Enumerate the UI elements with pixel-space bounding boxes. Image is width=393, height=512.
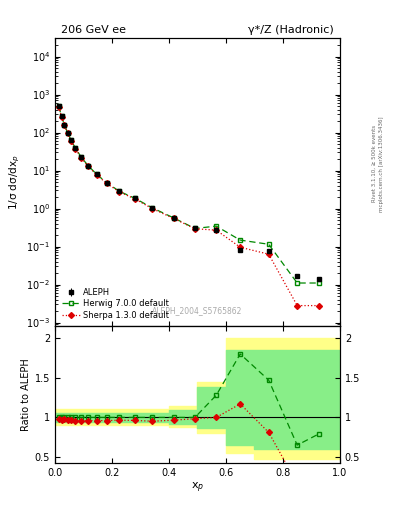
X-axis label: x$_p$: x$_p$ bbox=[191, 481, 204, 496]
Herwig 7.0.0 default bbox=[73, 144, 77, 151]
Herwig 7.0.0 default bbox=[104, 180, 109, 186]
Sherpa 1.3.0 default bbox=[94, 172, 99, 178]
Sherpa 1.3.0 default bbox=[193, 226, 197, 232]
Herwig 7.0.0 default bbox=[238, 237, 242, 243]
Sherpa 1.3.0 default bbox=[133, 196, 138, 202]
Herwig 7.0.0 default bbox=[86, 162, 90, 168]
Herwig 7.0.0 default bbox=[316, 280, 321, 286]
Herwig 7.0.0 default bbox=[62, 122, 67, 128]
Text: Rivet 3.1.10, ≥ 500k events: Rivet 3.1.10, ≥ 500k events bbox=[372, 125, 376, 202]
Herwig 7.0.0 default bbox=[266, 241, 271, 247]
Text: mcplots.cern.ch [arXiv:1306.3436]: mcplots.cern.ch [arXiv:1306.3436] bbox=[380, 116, 384, 211]
Line: Herwig 7.0.0 default: Herwig 7.0.0 default bbox=[56, 104, 321, 286]
Sherpa 1.3.0 default bbox=[69, 138, 73, 144]
Sherpa 1.3.0 default bbox=[214, 227, 219, 233]
Y-axis label: 1/σ dσ/dx$_p$: 1/σ dσ/dx$_p$ bbox=[7, 155, 22, 210]
Herwig 7.0.0 default bbox=[214, 223, 219, 229]
Sherpa 1.3.0 default bbox=[56, 103, 61, 110]
Sherpa 1.3.0 default bbox=[238, 244, 242, 250]
Sherpa 1.3.0 default bbox=[104, 180, 109, 186]
Herwig 7.0.0 default bbox=[65, 130, 70, 136]
Sherpa 1.3.0 default bbox=[62, 122, 67, 128]
Herwig 7.0.0 default bbox=[295, 280, 299, 286]
Herwig 7.0.0 default bbox=[69, 137, 73, 143]
Text: ALEPH_2004_S5765862: ALEPH_2004_S5765862 bbox=[152, 306, 242, 315]
Sherpa 1.3.0 default bbox=[59, 114, 64, 120]
Herwig 7.0.0 default bbox=[94, 171, 99, 177]
Herwig 7.0.0 default bbox=[117, 188, 122, 195]
Herwig 7.0.0 default bbox=[59, 113, 64, 119]
Sherpa 1.3.0 default bbox=[171, 216, 176, 222]
Line: Sherpa 1.3.0 default: Sherpa 1.3.0 default bbox=[57, 104, 321, 308]
Text: γ*/Z (Hadronic): γ*/Z (Hadronic) bbox=[248, 25, 334, 35]
Herwig 7.0.0 default bbox=[133, 196, 138, 202]
Sherpa 1.3.0 default bbox=[86, 163, 90, 169]
Y-axis label: Ratio to ALEPH: Ratio to ALEPH bbox=[20, 358, 31, 431]
Herwig 7.0.0 default bbox=[193, 225, 197, 231]
Herwig 7.0.0 default bbox=[171, 215, 176, 221]
Sherpa 1.3.0 default bbox=[150, 205, 154, 211]
Herwig 7.0.0 default bbox=[150, 205, 154, 211]
Sherpa 1.3.0 default bbox=[316, 303, 321, 309]
Legend: ALEPH, Herwig 7.0.0 default, Sherpa 1.3.0 default: ALEPH, Herwig 7.0.0 default, Sherpa 1.3.… bbox=[59, 285, 172, 322]
Sherpa 1.3.0 default bbox=[117, 189, 122, 195]
Sherpa 1.3.0 default bbox=[295, 303, 299, 309]
Sherpa 1.3.0 default bbox=[79, 155, 83, 161]
Sherpa 1.3.0 default bbox=[65, 130, 70, 136]
Text: 206 GeV ee: 206 GeV ee bbox=[61, 25, 126, 35]
Herwig 7.0.0 default bbox=[79, 154, 83, 160]
Sherpa 1.3.0 default bbox=[266, 251, 271, 257]
Sherpa 1.3.0 default bbox=[73, 145, 77, 152]
Herwig 7.0.0 default bbox=[56, 103, 61, 110]
